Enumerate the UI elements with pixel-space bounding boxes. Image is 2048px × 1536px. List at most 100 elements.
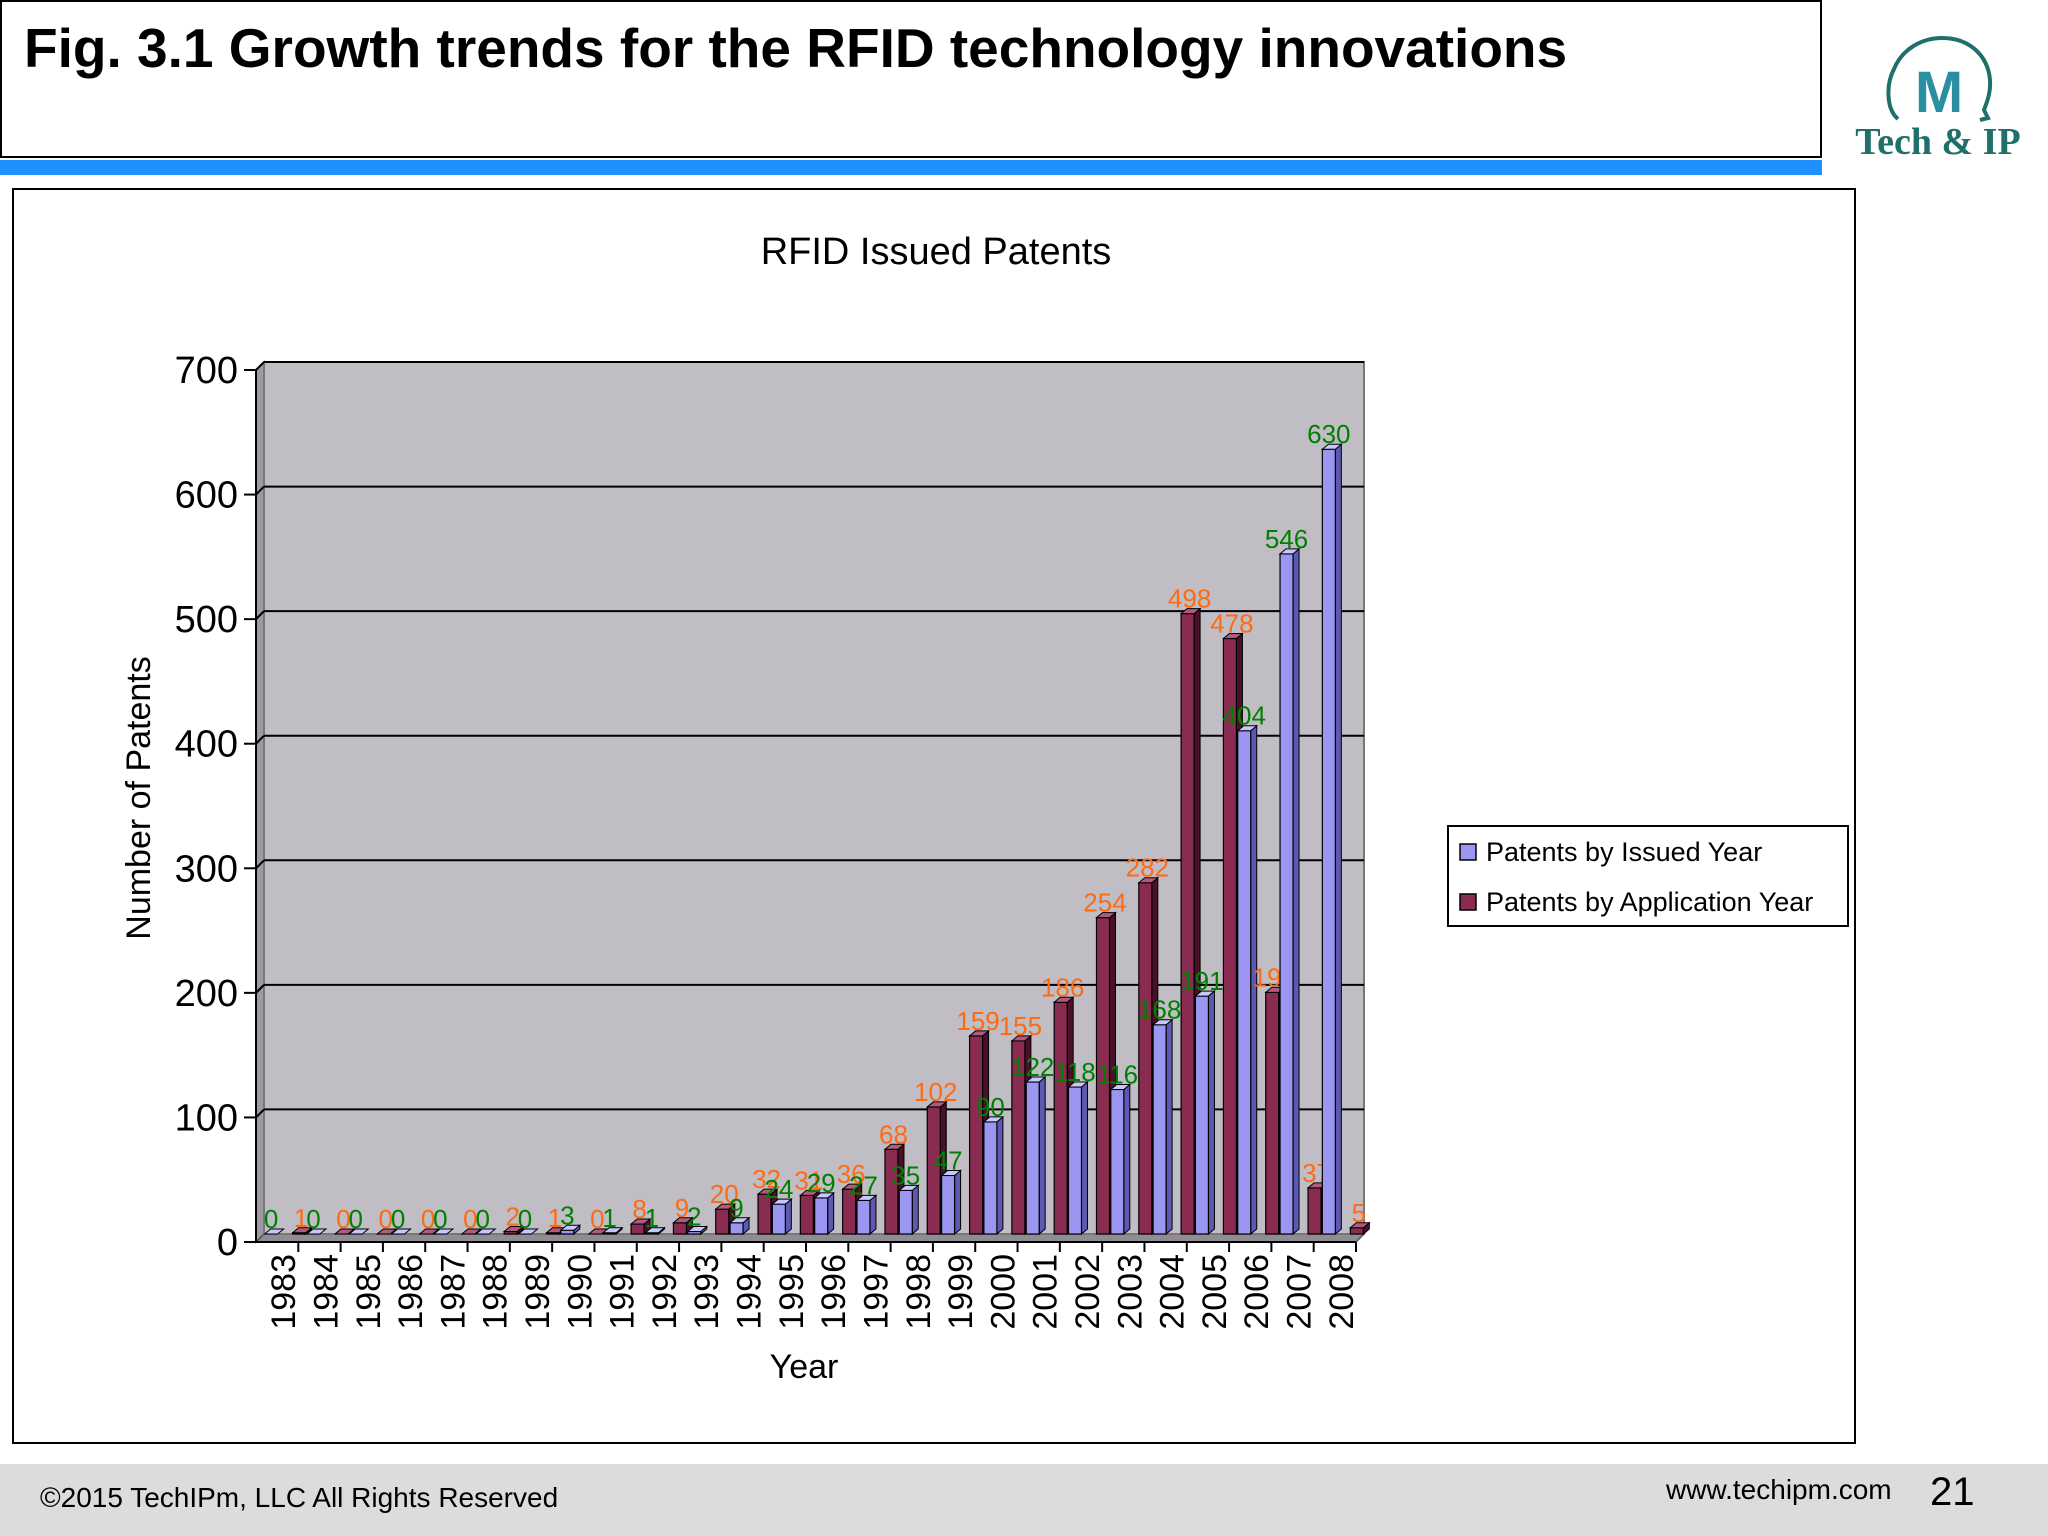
bar-application-year-top	[1137, 877, 1160, 884]
bar-issued-year	[560, 1229, 575, 1235]
gridline-side	[255, 735, 265, 745]
data-label-application: 282	[1126, 853, 1169, 883]
bar-application-year	[1307, 1187, 1322, 1235]
bar-issued-year	[1067, 1086, 1083, 1235]
data-label-application: 478	[1210, 609, 1253, 639]
bar-application-year-top	[1222, 633, 1244, 640]
bar-issued-year	[814, 1197, 829, 1235]
footer-bar	[0, 1464, 2048, 1536]
bar-issued-year	[1110, 1088, 1125, 1235]
data-label-issued: 0	[349, 1204, 363, 1234]
x-tick-label: 1990	[561, 1254, 599, 1330]
x-tick-label: 1999	[942, 1254, 980, 1330]
bar-issued-year-top	[305, 1228, 328, 1235]
data-label-application: 9	[675, 1193, 689, 1223]
title-box: Fig. 3.1 Growth trends for the RFID tech…	[0, 0, 1822, 158]
bar-application-year	[968, 1035, 984, 1235]
data-label-application: 0	[379, 1204, 393, 1234]
bar-issued-year-top	[686, 1226, 709, 1233]
y-tick-label: 700	[175, 350, 238, 392]
bar-issued-year	[729, 1222, 744, 1235]
data-label-issued: 0	[433, 1204, 447, 1234]
x-tick-label: 2004	[1154, 1254, 1192, 1330]
y-tick-label: 500	[175, 599, 238, 641]
bar-issued-year-top	[1194, 990, 1216, 997]
x-tick-label: 1987	[434, 1254, 472, 1330]
x-tick-label: 1994	[731, 1254, 769, 1330]
y-tick-label: 400	[175, 724, 238, 766]
data-label-application: 2	[505, 1202, 519, 1232]
bar-issued-year-top	[1067, 1081, 1089, 1088]
page-number: 21	[1930, 1470, 1975, 1514]
bar-issued-year	[771, 1203, 786, 1235]
website-link[interactable]: www.techipm.com	[1666, 1474, 1892, 1505]
bar-issued-year-side	[827, 1191, 835, 1236]
bar-issued-year-side	[1207, 990, 1215, 1236]
x-tick-label: 2005	[1196, 1254, 1234, 1330]
x-tick-label: 1988	[477, 1254, 515, 1330]
bar-issued-year-top	[1109, 1083, 1132, 1090]
x-tick-label: 1985	[350, 1254, 388, 1330]
y-tick-label: 100	[175, 1097, 238, 1139]
bar-issued-year-side	[1165, 1018, 1173, 1236]
bar-application-year	[1180, 613, 1195, 1235]
bar-issued-year-top	[1024, 1076, 1047, 1083]
data-label-issued: 1	[602, 1203, 616, 1233]
x-tick-label: 1993	[688, 1254, 726, 1330]
logo-text: Tech & IP	[1855, 121, 2021, 163]
bar-issued-year-top	[347, 1228, 370, 1235]
bar-issued-year-top	[940, 1169, 962, 1176]
data-label-issued: 118	[1054, 1057, 1095, 1087]
x-tick-label: 2008	[1323, 1254, 1361, 1330]
bar-issued-year-top	[390, 1228, 412, 1235]
bar-issued-year	[1279, 553, 1294, 1235]
x-tick-label: 2000	[984, 1254, 1022, 1330]
data-label-issued: 404	[1223, 701, 1266, 731]
bar-issued-year-top	[1151, 1019, 1174, 1026]
bar-issued-year-top	[644, 1227, 666, 1234]
bar-issued-year-side	[784, 1198, 792, 1236]
bar-application-year-top	[502, 1226, 525, 1233]
bar-issued-year-top	[559, 1224, 582, 1231]
legend-label-application: Patents by Application Year	[1486, 887, 1813, 917]
x-tick-label: 1983	[265, 1254, 303, 1330]
bar-application-year-top	[629, 1218, 652, 1225]
x-tick-label: 1986	[392, 1254, 430, 1330]
data-label-issued: 122	[1011, 1052, 1054, 1082]
bar-application-year	[630, 1223, 645, 1235]
bar-issued-year	[1237, 730, 1252, 1235]
legend-box	[1447, 825, 1849, 927]
data-label-issued: 35	[891, 1160, 920, 1190]
data-label-application: 5	[1352, 1198, 1366, 1228]
bar-issued-year-side	[1081, 1080, 1088, 1236]
copyright-text: ©2015 TechIPm, LLC All Rights Reserved	[40, 1482, 559, 1513]
bar-issued-year	[983, 1121, 998, 1235]
bar-application-year-top	[672, 1217, 694, 1224]
data-label-issued: 116	[1097, 1059, 1138, 1089]
x-tick-label: 2003	[1111, 1254, 1149, 1330]
bar-application-year	[1349, 1227, 1364, 1235]
data-label-application: 155	[999, 1011, 1042, 1041]
bar-issued-year-side	[954, 1169, 962, 1236]
gridline-side	[255, 984, 265, 994]
data-label-issued: 90	[976, 1092, 1005, 1122]
bar-issued-year-top	[432, 1228, 455, 1235]
page-title: Fig. 3.1 Growth trends for the RFID tech…	[24, 17, 1568, 79]
bar-issued-year-top	[982, 1116, 1005, 1123]
bar-application-year-top	[1052, 996, 1075, 1003]
data-label-application: 102	[914, 1077, 957, 1107]
x-axis-label: Year	[770, 1348, 839, 1386]
bar-application-year-top	[968, 1030, 990, 1037]
bar-issued-year	[1152, 1024, 1167, 1235]
legend: Patents by Issued Year Patents by Applic…	[1447, 825, 1849, 927]
data-label-issued: 27	[849, 1170, 878, 1200]
chart-title: RFID Issued Patents	[761, 231, 1112, 273]
data-label-issued: 0	[518, 1204, 532, 1234]
bar-issued-year-top	[517, 1228, 539, 1235]
y-tick-label: 200	[175, 973, 238, 1015]
bar-issued-year-top	[897, 1184, 920, 1191]
data-label-issued: 0	[264, 1204, 278, 1234]
bar-application-year-top	[1348, 1222, 1371, 1229]
data-label-application: 498	[1168, 584, 1211, 614]
x-tick-label: 1996	[815, 1254, 853, 1330]
